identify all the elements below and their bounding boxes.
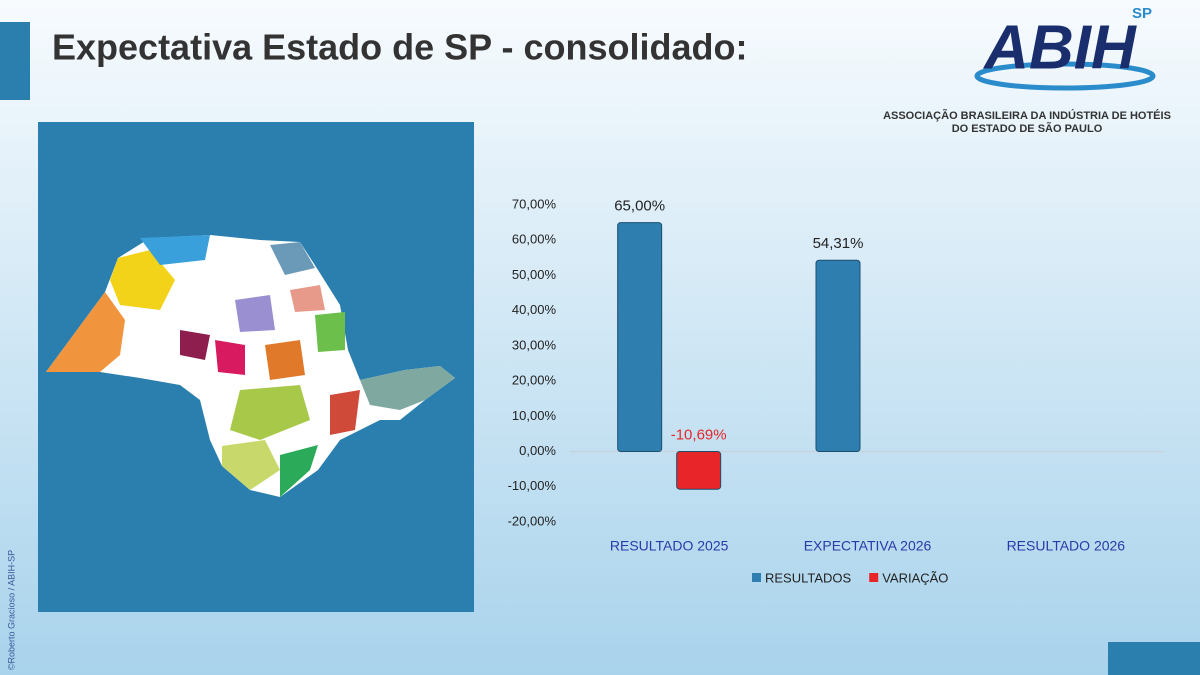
legend-swatch: [869, 573, 879, 582]
legend-label: RESULTADOS: [765, 570, 852, 585]
logo-region: SP: [1132, 5, 1152, 22]
y-tick-label: 20,00%: [512, 373, 557, 388]
chart: -20,00% -10,00% 0,00% 10,00% 20,00% 30,00% 40,…: [508, 196, 1165, 585]
y-tick-label: 40,00%: [512, 302, 557, 317]
x-tick-label: RESULTADO 2025: [610, 538, 729, 554]
logo-line: ASSOCIAÇÃO BRASILEIRA DA INDÚSTRIA DE HO…: [883, 109, 1171, 122]
map-region: [140, 235, 210, 265]
y-tick-label: 0,00%: [519, 443, 556, 458]
x-tick-label: RESULTADO 2026: [1007, 538, 1126, 554]
map-region: [110, 250, 175, 310]
map-region: [215, 340, 245, 375]
map-region: [230, 385, 310, 440]
data-label: 65,00%: [614, 198, 665, 215]
logo: ABIH SP ASSOCIAÇÃO BRASILEIRA DA INDÚSTR…: [883, 5, 1171, 135]
logo-swoosh: [974, 61, 1156, 91]
accent-corner: [1108, 642, 1200, 675]
map-region: [280, 445, 318, 497]
map-region: [46, 292, 125, 372]
legend-label: VARIAÇÃO: [882, 570, 948, 585]
bar: [815, 259, 861, 453]
data-label: -10,69%: [671, 427, 727, 444]
credit: ©Roberto Gracioso / ABIH-SP: [6, 550, 16, 670]
map-region: [315, 312, 345, 352]
y-tick-label: 70,00%: [512, 196, 557, 211]
logo-line: DO ESTADO DE SÃO PAULO: [952, 122, 1103, 135]
y-tick-label: -10,00%: [508, 478, 557, 493]
y-tick-label: 60,00%: [512, 232, 557, 247]
logo-mark: ABIH: [982, 13, 1137, 82]
map-region: [330, 390, 360, 435]
slide-title: Expectativa Estado de SP - consolidado:: [52, 27, 748, 68]
map-panel: [38, 122, 474, 612]
bar: [617, 222, 663, 453]
x-tick-label: EXPECTATIVA 2026: [804, 538, 932, 554]
data-label: 54,31%: [813, 235, 864, 252]
map-region: [270, 242, 315, 275]
y-tick-label: 30,00%: [512, 337, 557, 352]
y-tick-label: -20,00%: [508, 513, 557, 528]
map-region: [290, 285, 325, 312]
map-region: [235, 295, 275, 332]
accent-bar: [0, 22, 30, 100]
bar: [676, 451, 722, 490]
map-region: [360, 366, 455, 410]
map-region: [265, 340, 305, 380]
legend-swatch: [752, 573, 761, 582]
map-region: [180, 330, 210, 360]
y-tick-label: 50,00%: [512, 267, 557, 282]
map-region: [222, 440, 280, 490]
y-tick-label: 10,00%: [512, 408, 557, 423]
